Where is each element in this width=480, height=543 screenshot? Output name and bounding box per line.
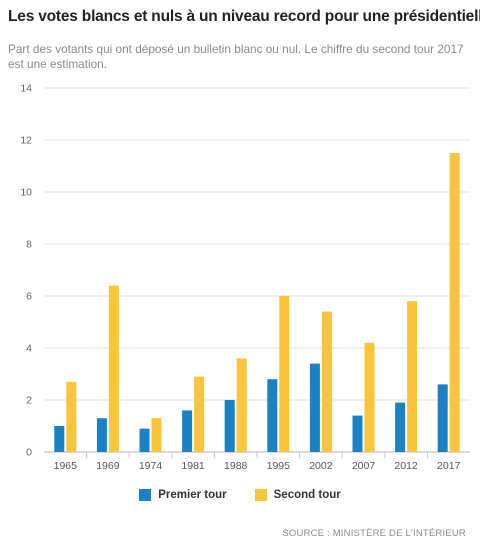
x-tick-label: 1974 [139, 460, 163, 472]
x-tick-label: 2012 [394, 460, 418, 472]
y-tick-label: 10 [20, 187, 32, 199]
y-tick-label: 0 [26, 447, 32, 459]
bar-second-tour-1974 [151, 418, 162, 452]
bar-second-tour-1988 [236, 358, 247, 452]
y-tick-label: 6 [26, 291, 32, 303]
x-tick-label: 2017 [437, 460, 461, 472]
legend-swatch-premier-tour [139, 489, 152, 501]
bar-premier-tour-2012 [395, 402, 406, 452]
bar-premier-tour-2007 [352, 415, 363, 452]
bar-second-tour-2012 [407, 301, 418, 452]
legend-swatch-second-tour [254, 489, 267, 501]
bar-premier-tour-1969 [96, 418, 107, 452]
x-tick-label: 2007 [352, 460, 376, 472]
y-tick-label: 4 [26, 343, 32, 355]
bar-second-tour-2007 [364, 342, 375, 452]
x-tick-label: 1995 [267, 460, 291, 472]
chart-legend: Premier tour Second tour [0, 489, 480, 501]
legend-label-second-tour: Second tour [273, 489, 341, 501]
y-axis-ticks: 0 2 4 6 8 10 12 14 [20, 83, 32, 459]
bar-premier-tour-2017 [437, 384, 448, 452]
bar-second-tour-1965 [66, 381, 77, 452]
x-axis-ticks: 1965 1969 1974 1981 1988 1995 2002 2007 2012 2017 [54, 452, 461, 472]
source-note: SOURCE : MINISTÈRE DE L'INTÉRIEUR [282, 528, 466, 539]
legend-item-second-tour: Second tour [254, 489, 341, 501]
gridlines [44, 87, 470, 453]
bar-second-tour-1981 [194, 376, 205, 452]
bar-second-tour-2017 [449, 153, 460, 452]
x-tick-label: 1969 [96, 460, 120, 472]
chart-title: Les votes blancs et nuls à un niveau rec… [8, 8, 480, 25]
x-tick-label: 1981 [181, 460, 205, 472]
bar-premier-tour-1974 [139, 428, 150, 452]
x-tick-label: 1965 [54, 460, 78, 472]
y-tick-label: 8 [26, 239, 32, 251]
bar-second-tour-1969 [108, 285, 119, 452]
bar-second-tour-2002 [321, 311, 332, 452]
bar-premier-tour-1965 [54, 426, 65, 452]
bar-premier-tour-1981 [182, 410, 193, 452]
chart-subtitle: Part des votants qui ont déposé un bulle… [8, 42, 464, 71]
y-tick-label: 2 [26, 395, 32, 407]
bar-premier-tour-2002 [309, 363, 320, 452]
legend-label-premier-tour: Premier tour [158, 489, 227, 501]
y-tick-label: 14 [20, 83, 32, 95]
x-tick-label: 1988 [224, 460, 248, 472]
legend-item-premier-tour: Premier tour [139, 489, 227, 501]
bar-premier-tour-1988 [224, 400, 235, 452]
y-tick-label: 12 [20, 135, 32, 147]
bars [54, 153, 460, 452]
bar-second-tour-1995 [279, 296, 290, 452]
bar-premier-tour-1995 [267, 379, 278, 452]
x-tick-label: 2002 [309, 460, 333, 472]
